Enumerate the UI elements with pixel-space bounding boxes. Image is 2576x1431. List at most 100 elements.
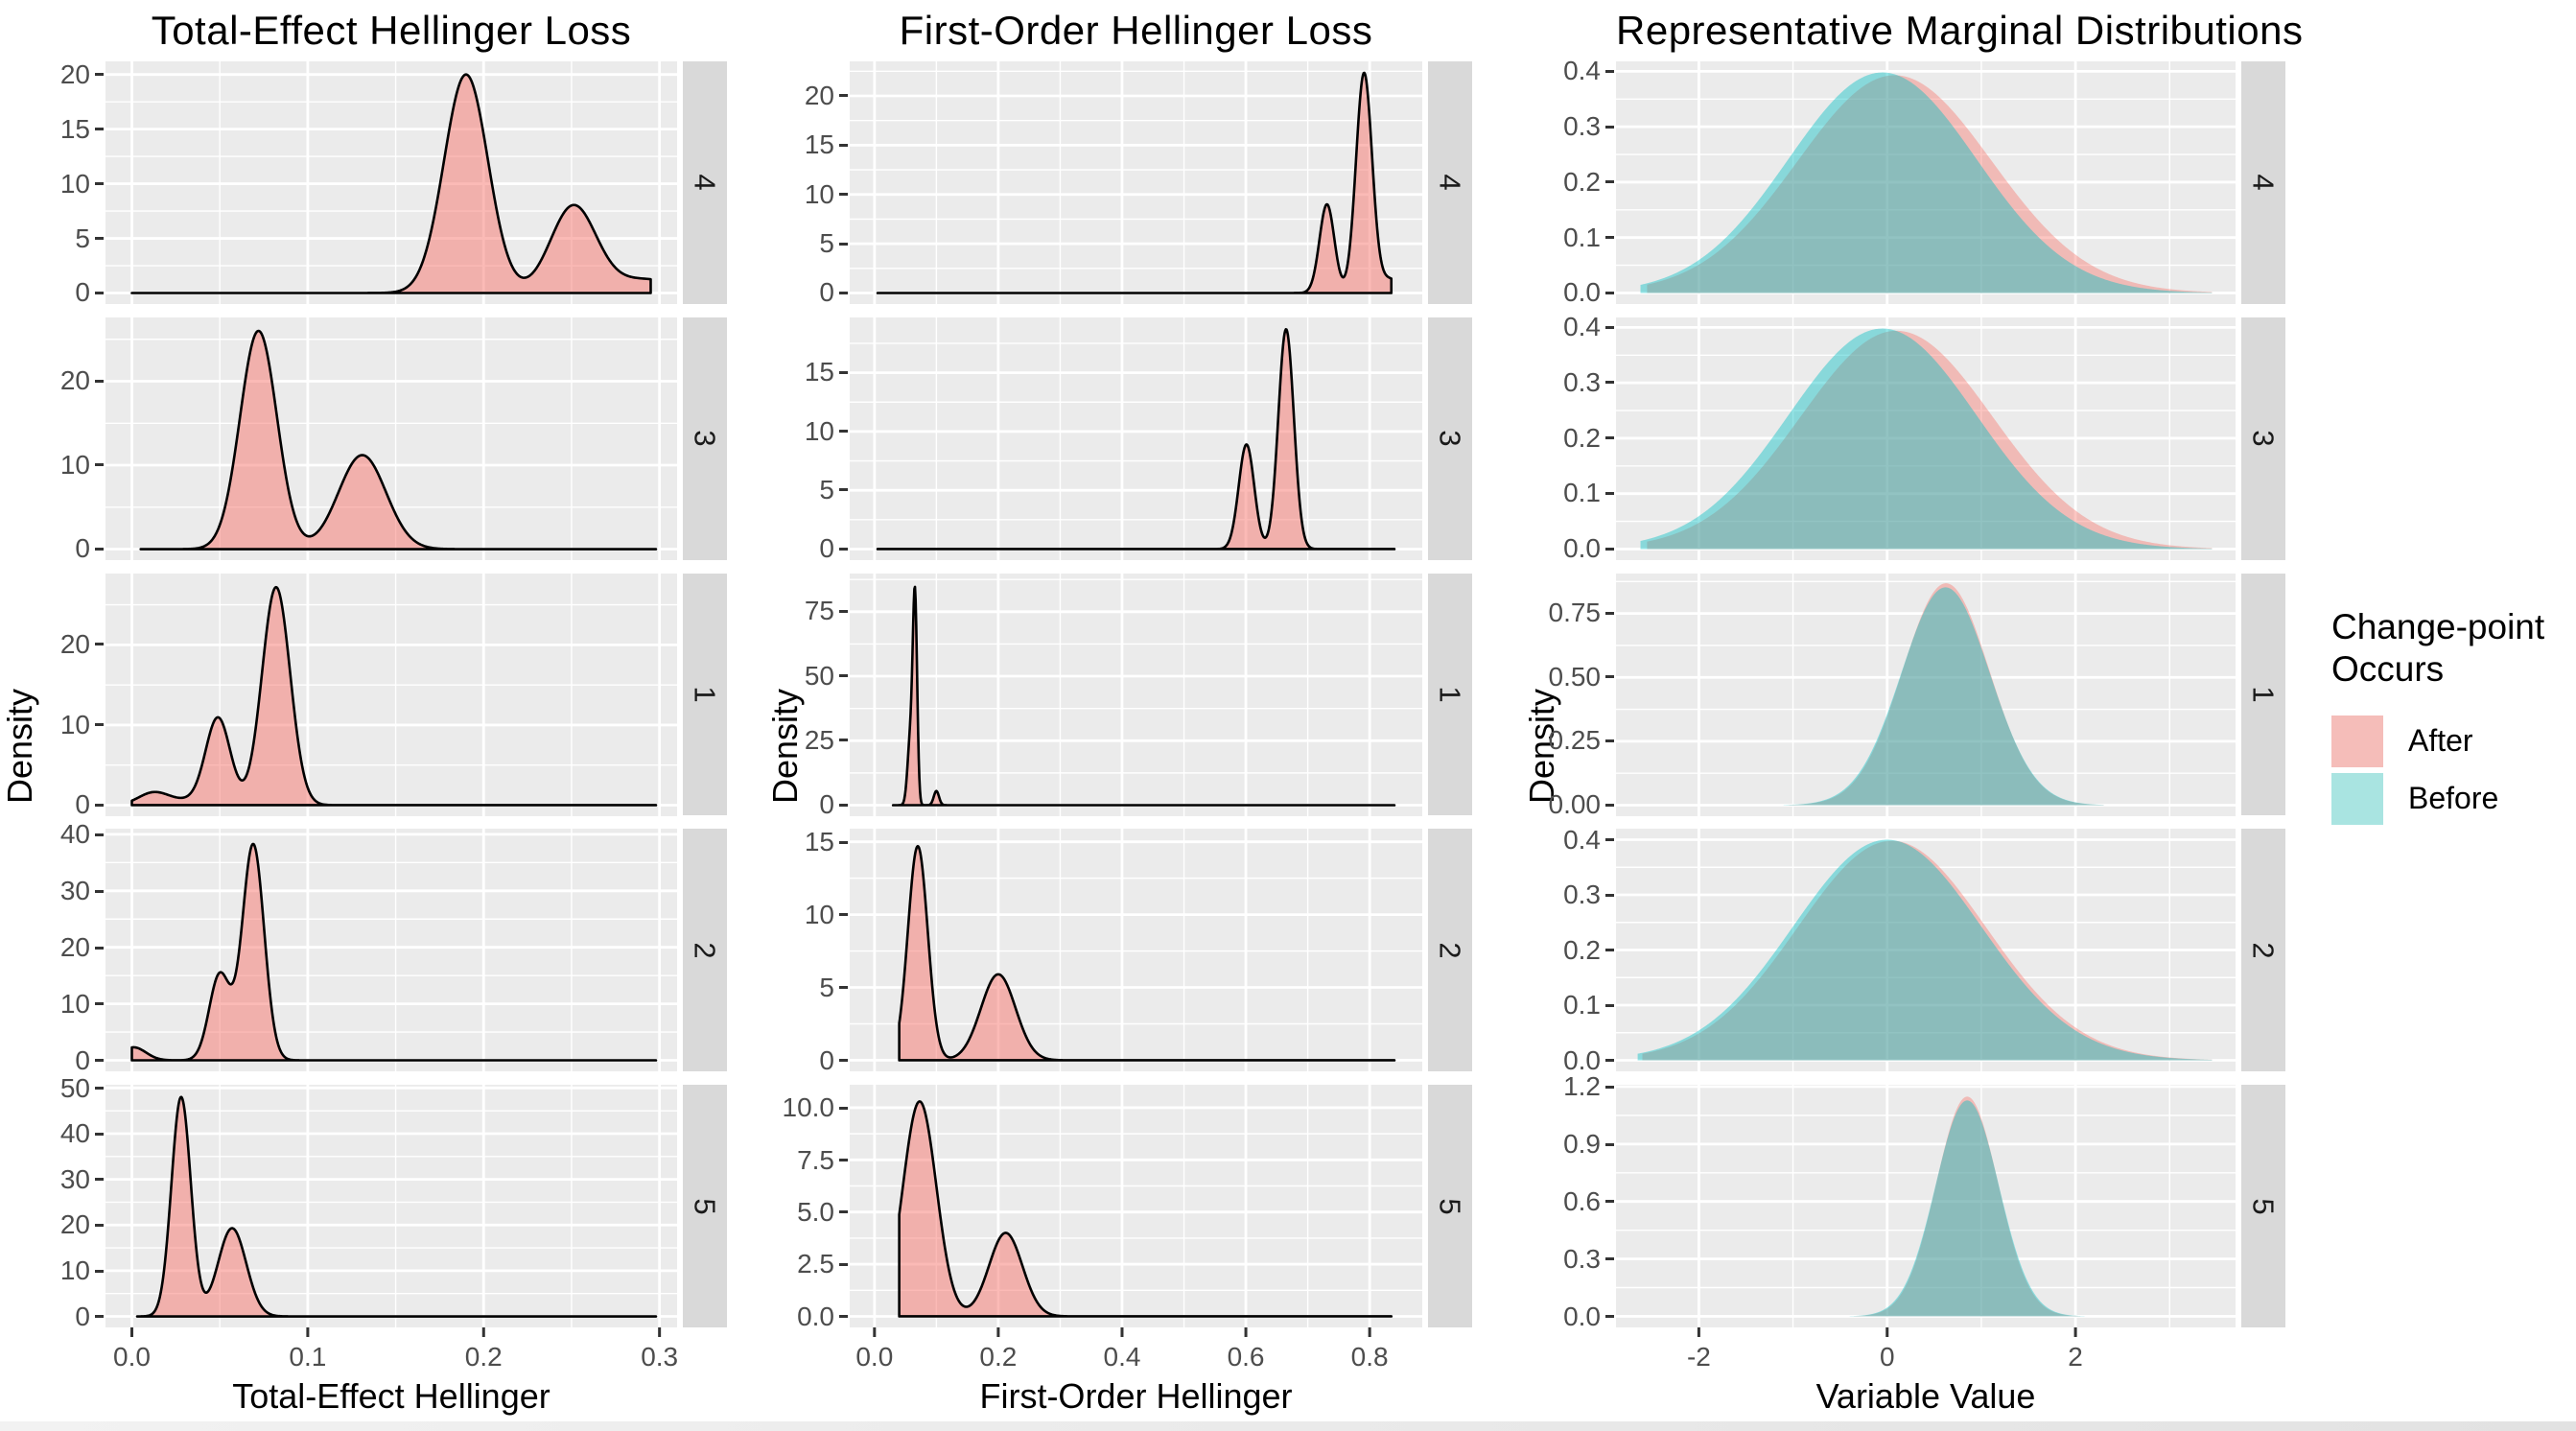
x-axis-row: 0.0 0.2 0.4 0.6 0.8 — [806, 1327, 1472, 1372]
y-tick-label: 0.1 — [1563, 990, 1601, 1020]
density-curve-after — [130, 585, 658, 807]
facet-row: 0 5 10 15 20 4 — [805, 61, 1472, 306]
density-curve-before — [1783, 586, 2104, 806]
y-tick-label: 0 — [819, 1044, 834, 1075]
screenshot-bottom-edge — [0, 1421, 2576, 1431]
y-tick-mark — [839, 609, 848, 613]
y-tick-mark — [95, 73, 104, 77]
gridlines — [1616, 573, 2236, 816]
y-tick-mark — [1605, 491, 1614, 495]
y-tick-mark — [1605, 381, 1614, 385]
x-axis-ticks: 0.0 0.1 0.2 0.3 — [105, 1327, 678, 1372]
density-curve-before — [1849, 1100, 2085, 1317]
y-tick-mark — [1605, 125, 1614, 129]
facet-strip-label: 2 — [689, 942, 722, 959]
density-curve-after — [135, 1095, 658, 1319]
y-tick-label: 0.3 — [1563, 366, 1601, 397]
y-tick-label: 1.2 — [1563, 1071, 1601, 1102]
y-tick-mark — [1605, 547, 1614, 551]
y-tick-mark — [95, 946, 104, 950]
y-tick-label: 2.5 — [797, 1249, 834, 1279]
y-tick-label: 20 — [59, 365, 90, 396]
facet-row: 0 10 20 1 — [40, 573, 727, 820]
density-curve-after — [139, 329, 658, 551]
panel-svg — [850, 573, 1422, 816]
facet-strip: 4 — [2241, 61, 2285, 304]
y-tick-mark — [1605, 893, 1614, 897]
density-panel — [1616, 61, 2236, 304]
legend-label-after: After — [2408, 723, 2473, 759]
y-tick-mark — [95, 291, 104, 294]
y-tick-mark — [1605, 325, 1614, 329]
y-tick-label: 20 — [59, 1209, 90, 1240]
y-tick-label: 10 — [59, 988, 90, 1019]
y-tick-label: 10 — [59, 1255, 90, 1286]
y-tick-label: 10.0 — [782, 1092, 835, 1123]
facet-strip: 1 — [683, 573, 727, 816]
y-axis-ticks: 0 5 10 15 — [805, 829, 850, 1075]
panel-svg — [850, 1085, 1422, 1328]
legend: Change-point Occurs After Before — [2331, 0, 2576, 1431]
density-panel — [850, 573, 1422, 816]
panel-svg — [850, 829, 1422, 1072]
density-panel — [105, 573, 677, 816]
facet-strip-label: 3 — [2247, 430, 2281, 447]
density-curve-after — [876, 71, 1393, 294]
y-tick-mark — [95, 1223, 104, 1227]
gridlines — [1616, 829, 2236, 1072]
y-tick-label: 10 — [59, 168, 90, 199]
y-tick-label: 0.1 — [1563, 478, 1601, 508]
x-tick-label: 0.2 — [979, 1342, 1017, 1372]
facet-row: 0 10 20 3 — [40, 317, 727, 564]
y-tick-mark — [1605, 1059, 1614, 1063]
y-axis-ticks: 0.0 0.1 0.2 0.3 0.4 — [1562, 58, 1616, 306]
y-tick-label: 0 — [75, 277, 90, 308]
density-panel — [1616, 317, 2236, 560]
y-tick-label: 40 — [59, 1118, 90, 1149]
facet-row: 0.0 0.1 0.2 0.3 0.4 3 — [1562, 314, 2285, 564]
y-tick-mark — [95, 723, 104, 726]
panel-background — [850, 829, 1422, 1072]
density-panel — [105, 829, 677, 1072]
plot-title: First-Order Hellinger Loss — [899, 8, 1373, 53]
y-tick-mark — [1605, 1003, 1614, 1007]
x-axis-title-row: Total-Effect Hellinger — [40, 1370, 727, 1423]
x-tick-label: -2 — [1687, 1342, 1711, 1372]
y-tick-mark — [1605, 1142, 1614, 1146]
y-tick-label: 0.25 — [1548, 725, 1602, 756]
y-tick-mark — [95, 128, 104, 131]
y-tick-mark — [839, 913, 848, 917]
density-panel — [850, 317, 1422, 560]
y-tick-label: 25 — [804, 724, 834, 755]
y-tick-mark — [95, 889, 104, 893]
x-axis-title-row: Variable Value — [1562, 1370, 2285, 1423]
density-curve-after — [1647, 75, 2213, 293]
facet-strip: 3 — [2241, 317, 2285, 560]
facet-strip: 4 — [1428, 61, 1472, 304]
y-tick-mark — [1605, 611, 1614, 615]
x-axis-title-row: First-Order Hellinger — [806, 1370, 1472, 1423]
y-axis-ticks: 0 10 20 — [40, 574, 105, 820]
y-tick-label: 0.00 — [1548, 789, 1602, 820]
panel-svg — [105, 829, 677, 1072]
facet-strip-label: 2 — [2247, 942, 2281, 959]
y-tick-label: 0 — [75, 789, 90, 820]
y-tick-label: 0 — [75, 533, 90, 564]
x-ticks-svg: 0.0 0.2 0.4 0.6 0.8 — [855, 1327, 1389, 1372]
facet-row: 0 5 10 15 2 — [805, 829, 1472, 1075]
y-tick-label: 0.3 — [1563, 1243, 1601, 1274]
y-tick-mark — [1605, 1315, 1614, 1319]
y-tick-mark — [95, 643, 104, 646]
facet-strip: 4 — [683, 61, 727, 304]
y-tick-label: 0.0 — [1563, 533, 1601, 564]
y-tick-label: 0.0 — [1563, 1044, 1601, 1075]
y-tick-mark — [839, 986, 848, 990]
y-tick-label: 10 — [804, 415, 834, 446]
facet-strip-label: 3 — [1434, 430, 1467, 447]
facet-strip-label: 3 — [689, 430, 722, 447]
x-tick-label: 0.1 — [289, 1342, 326, 1372]
y-axis-ticks: 0.0 0.3 0.6 0.9 1.2 — [1562, 1073, 1616, 1329]
plot-title-row: First-Order Hellinger Loss — [765, 0, 1472, 61]
y-tick-mark — [95, 1315, 104, 1319]
x-axis-title: Total-Effect Hellinger — [232, 1376, 550, 1416]
